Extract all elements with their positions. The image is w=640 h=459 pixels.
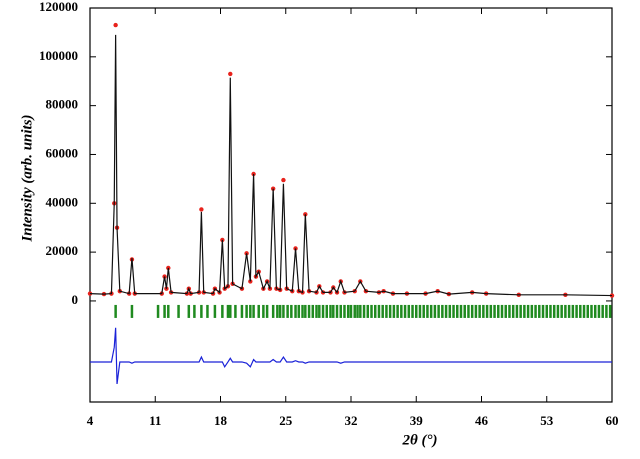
y-tick-label: 20000 <box>46 243 79 258</box>
x-tick-label: 18 <box>214 413 228 428</box>
observed-point <box>228 71 233 77</box>
x-tick-label: 11 <box>149 413 161 428</box>
y-tick-label: 80000 <box>46 97 79 112</box>
observed-point <box>281 177 286 183</box>
x-tick-label: 46 <box>475 413 489 428</box>
x-tick-label: 4 <box>87 413 94 428</box>
y-tick-label: 0 <box>72 292 79 307</box>
x-axis-title: 2θ (°) <box>401 432 437 448</box>
y-tick-label: 100000 <box>39 48 78 63</box>
y-tick-label: 120000 <box>39 0 78 14</box>
series-line <box>89 34 613 297</box>
series-line <box>90 327 612 385</box>
observed-point <box>199 207 204 212</box>
x-tick-label: 60 <box>606 413 619 428</box>
x-tick-label: 32 <box>345 413 358 428</box>
y-tick-label: 40000 <box>46 194 79 209</box>
x-tick-label: 53 <box>540 413 554 428</box>
y-tick-label: 60000 <box>46 145 79 160</box>
x-tick-label: 39 <box>410 413 424 428</box>
observed-point <box>113 22 118 28</box>
plot-frame <box>89 7 613 403</box>
y-axis-title: Intensity (arb. units) <box>19 114 35 242</box>
x-tick-label: 25 <box>279 413 293 428</box>
